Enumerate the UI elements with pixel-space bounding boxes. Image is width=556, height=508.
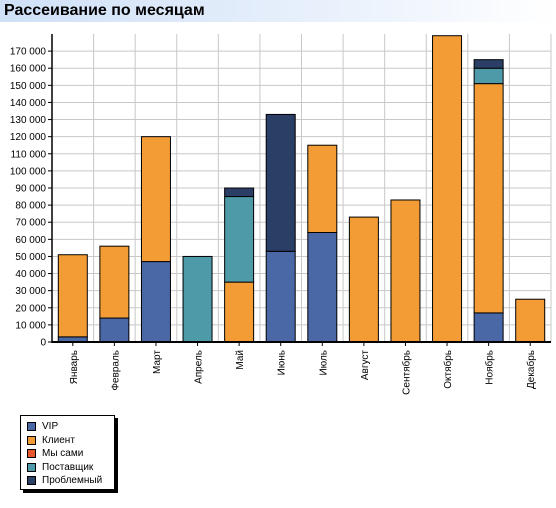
legend-item: Мы сами xyxy=(27,447,114,461)
bar-segment xyxy=(307,144,338,233)
y-tick-label: 60 000 xyxy=(15,235,46,246)
bar-segment xyxy=(348,216,379,343)
x-tick-label: Июль xyxy=(318,350,329,376)
y-tick-label: 150 000 xyxy=(10,81,47,92)
y-tick-label: 80 000 xyxy=(15,201,46,212)
bar-segment xyxy=(224,281,255,343)
bar-segment xyxy=(99,317,130,343)
bar-segment xyxy=(390,199,421,343)
x-tick-label: Декабрь xyxy=(525,350,537,389)
legend-swatch xyxy=(27,462,36,472)
y-tick-label: 170 000 xyxy=(10,47,47,58)
y-tick-label: 50 000 xyxy=(15,252,46,263)
y-tick-label: 140 000 xyxy=(10,98,47,109)
y-tick-label: 40 000 xyxy=(15,269,46,280)
bar-segment xyxy=(473,59,504,69)
legend-label: Проблемный xyxy=(42,475,103,487)
legend-label: Клиент xyxy=(42,434,75,446)
bar-segment xyxy=(224,187,255,198)
chart-header: Рассеивание по месяцам xyxy=(0,0,556,22)
legend-label: Поставщик xyxy=(42,461,94,473)
y-tick-label: 120 000 xyxy=(10,132,47,143)
legend-swatch xyxy=(27,449,36,459)
bar-segment xyxy=(182,255,213,343)
legend-label: VIP xyxy=(42,421,59,433)
x-tick-label: Май xyxy=(235,350,246,370)
y-tick-label: 30 000 xyxy=(15,286,46,297)
x-tick-label: Июнь xyxy=(277,350,288,375)
bar-segment xyxy=(473,83,504,314)
legend-label: Мы сами xyxy=(42,448,84,460)
y-tick-label: 70 000 xyxy=(15,218,46,229)
y-tick-label: 100 000 xyxy=(10,166,47,177)
bar-segment xyxy=(99,245,130,319)
legend-swatch xyxy=(27,422,36,432)
x-tick-label: Август xyxy=(360,350,371,381)
x-tick-label: Ноябрь xyxy=(484,350,496,385)
x-tick-label: Сентябрь xyxy=(400,350,412,395)
bar-segment xyxy=(224,196,255,283)
chart-legend: VIP Клиент Мы сами Поставщик Проблемный xyxy=(20,415,115,490)
x-tick-label: Октябрь xyxy=(442,350,454,389)
legend-item: Поставщик xyxy=(27,461,114,475)
bar-segment xyxy=(307,231,338,343)
legend-swatch xyxy=(27,435,36,445)
legend-item: Клиент xyxy=(27,434,114,448)
y-tick-label: 90 000 xyxy=(15,184,46,195)
bar-segment xyxy=(265,250,296,343)
x-tick-label: Март xyxy=(152,350,163,374)
bar-segment xyxy=(140,261,171,343)
chart-title: Рассеивание по месяцам xyxy=(4,2,205,19)
legend-swatch xyxy=(27,476,36,486)
y-tick-label: 20 000 xyxy=(15,303,46,314)
bar-segment xyxy=(515,298,546,343)
y-tick-label: 10 000 xyxy=(15,320,46,331)
bar-segment xyxy=(432,35,463,343)
y-tick-label: 160 000 xyxy=(10,64,47,75)
legend-item: Проблемный xyxy=(27,474,114,488)
x-tick-label: Январь xyxy=(69,350,80,384)
bar-segment xyxy=(473,67,504,85)
bar-segment xyxy=(265,113,296,252)
bar-segment xyxy=(140,136,171,263)
y-tick-label: 110 000 xyxy=(11,149,47,160)
bar-segment xyxy=(473,312,504,343)
y-tick-label: 130 000 xyxy=(10,115,47,126)
x-tick-label: Апрель xyxy=(194,350,205,384)
x-tick-label: Февраль xyxy=(110,350,121,391)
legend-item: VIP xyxy=(27,420,114,434)
y-tick-label: 0 xyxy=(40,338,46,349)
bar-segment xyxy=(57,254,88,338)
